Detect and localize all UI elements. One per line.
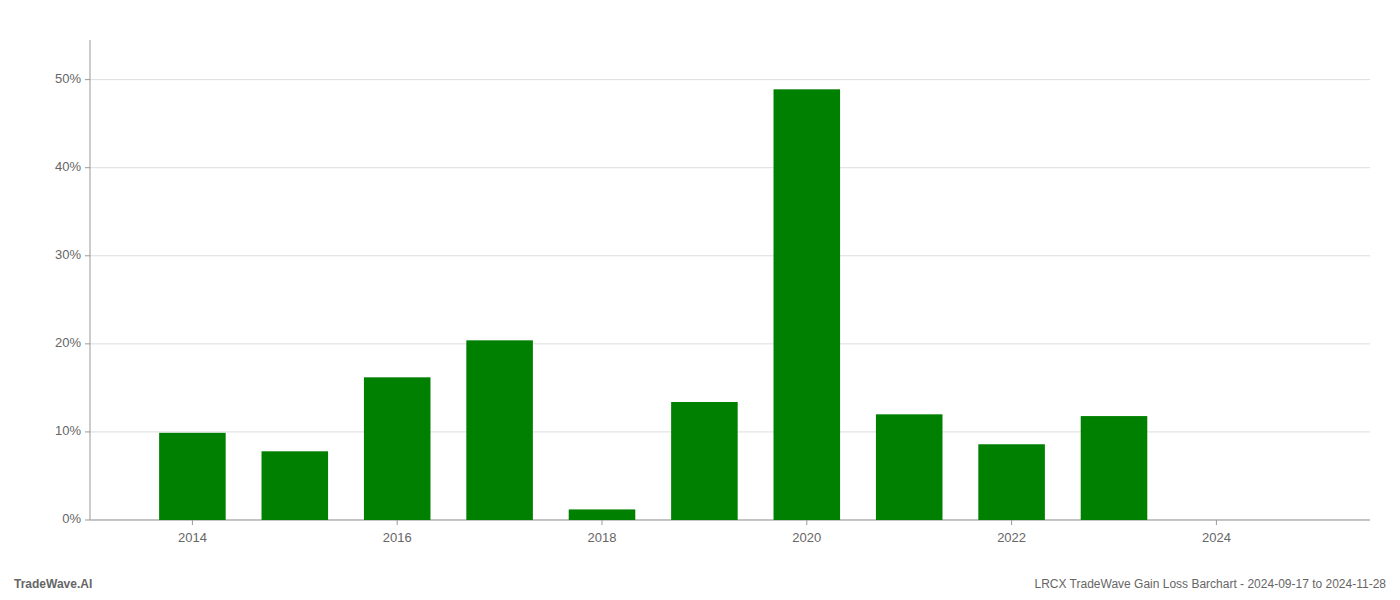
y-tick-label: 20% xyxy=(55,335,81,350)
x-tick-label: 2022 xyxy=(997,530,1026,545)
grid-line xyxy=(90,343,1370,344)
y-tick-label: 0% xyxy=(62,511,81,526)
grid-line xyxy=(90,255,1370,256)
x-tick-label: 2014 xyxy=(178,530,207,545)
bar xyxy=(569,509,636,520)
bar xyxy=(978,444,1045,520)
annotation: TradeWave.AI xyxy=(14,577,92,591)
axes xyxy=(85,40,1370,525)
bar xyxy=(774,89,841,520)
x-tick xyxy=(1216,520,1217,525)
y-axis-line xyxy=(90,40,91,520)
x-tick xyxy=(1011,520,1012,525)
y-tick-label: 30% xyxy=(55,247,81,262)
bar xyxy=(876,414,943,520)
bar xyxy=(671,402,738,520)
grid-line xyxy=(90,167,1370,168)
labels: 0% 10% 20% 30% 40% 50% 2014 2016 2018 2020 2022 202… xyxy=(14,71,1386,591)
y-tick xyxy=(85,255,90,256)
x-tick xyxy=(602,520,603,525)
grid xyxy=(90,80,1370,520)
x-tick-label: 2016 xyxy=(383,530,412,545)
y-tick xyxy=(85,431,90,432)
chart: 0% 10% 20% 30% 40% 50% 2014 2016 2018 2020 2022 202… xyxy=(0,0,1400,600)
x-tick-label: 2020 xyxy=(792,530,821,545)
y-tick xyxy=(85,79,90,80)
bar xyxy=(262,451,329,520)
y-tick-label: 50% xyxy=(55,71,81,86)
y-tick xyxy=(85,520,90,521)
grid-line xyxy=(90,79,1370,80)
bar xyxy=(466,340,533,520)
x-tick xyxy=(806,520,807,525)
x-tick-label: 2018 xyxy=(588,530,617,545)
y-tick-label: 10% xyxy=(55,423,81,438)
bar xyxy=(159,433,226,520)
y-tick xyxy=(85,343,90,344)
x-tick xyxy=(397,520,398,525)
x-tick xyxy=(192,520,193,525)
annotation: LRCX TradeWave Gain Loss Barchart - 2024… xyxy=(1034,577,1386,591)
bar xyxy=(1081,416,1148,520)
x-tick-label: 2024 xyxy=(1202,530,1231,545)
bars xyxy=(159,89,1147,520)
bar xyxy=(364,377,431,520)
y-tick-label: 40% xyxy=(55,159,81,174)
y-tick xyxy=(85,167,90,168)
